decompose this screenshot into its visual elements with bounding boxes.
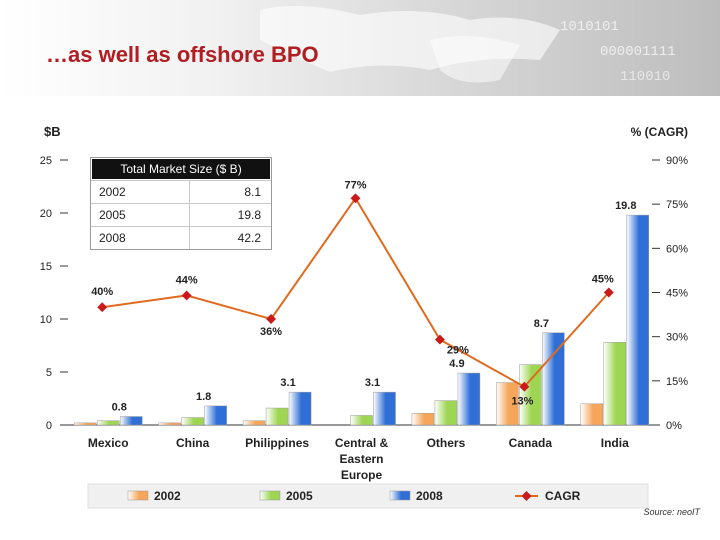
category-label: India bbox=[601, 436, 629, 450]
y2-tick-label: 75% bbox=[666, 199, 688, 211]
y-axis-title: $B bbox=[44, 124, 61, 139]
source-note: Source: neoIT bbox=[643, 507, 700, 517]
bar-2002 bbox=[242, 420, 266, 426]
svg-text:000001111: 000001111 bbox=[600, 44, 676, 60]
cagr-label: 36% bbox=[260, 326, 282, 338]
legend-swatch-2002 bbox=[127, 490, 149, 501]
bar-value-label: 0.8 bbox=[112, 402, 127, 414]
bar-value-label: 8.7 bbox=[534, 318, 549, 330]
legend-label: CAGR bbox=[545, 489, 581, 503]
category-label: Europe bbox=[341, 468, 383, 482]
svg-text:1010101: 1010101 bbox=[560, 19, 619, 35]
y2-tick-label: 60% bbox=[666, 243, 688, 255]
bar-value-label: 3.1 bbox=[365, 377, 380, 389]
bar-value-label: 19.8 bbox=[615, 200, 636, 212]
header-banner: 1010101 000001111 110010 bbox=[0, 0, 720, 96]
bar-2005 bbox=[519, 364, 542, 426]
table-cell-year: 2005 bbox=[91, 204, 190, 226]
cagr-point bbox=[519, 381, 530, 392]
chart: $B % (CAGR) 0 5 10 15 20 25 0% 15% 30% 45% 60% 75% 90%… bbox=[40, 124, 688, 509]
y-tick-label: 20 bbox=[40, 208, 52, 220]
bar-2002 bbox=[496, 382, 519, 426]
bar-2005 bbox=[350, 415, 373, 426]
cagr-label: 77% bbox=[344, 179, 366, 191]
bar-2008 bbox=[373, 391, 396, 426]
y2-tick-label: 90% bbox=[666, 155, 688, 167]
bar-2002 bbox=[411, 413, 435, 426]
page-title: …as well as offshore BPO bbox=[46, 42, 319, 67]
table-row: 2002 8.1 bbox=[91, 180, 271, 203]
svg-text:110010: 110010 bbox=[620, 69, 670, 85]
table-cell-year: 2002 bbox=[91, 181, 190, 203]
y-tick-label: 5 bbox=[46, 367, 52, 379]
bar-2008 bbox=[119, 416, 143, 426]
bar-2008 bbox=[288, 391, 312, 426]
table-cell-value: 19.8 bbox=[237, 208, 261, 222]
category-label: Others bbox=[427, 436, 466, 450]
legend-swatch-2008 bbox=[389, 490, 411, 501]
legend-label: 2008 bbox=[416, 489, 443, 503]
bar-value-label: 4.9 bbox=[449, 358, 464, 370]
bar-2008 bbox=[204, 405, 227, 426]
bar-value-label: 3.1 bbox=[280, 377, 295, 389]
cagr-point bbox=[97, 302, 108, 313]
cagr-point bbox=[603, 287, 614, 298]
legend-label: 2005 bbox=[286, 489, 313, 503]
bar-2005 bbox=[181, 417, 204, 426]
y-tick-label: 10 bbox=[40, 314, 52, 326]
legend-label: 2002 bbox=[154, 489, 181, 503]
category-label: Mexico bbox=[88, 436, 129, 450]
cagr-label: 44% bbox=[176, 274, 198, 286]
category-label: Canada bbox=[509, 436, 553, 450]
bar-2002 bbox=[580, 403, 604, 426]
y2-tick-label: 30% bbox=[666, 332, 688, 344]
table-cell-year: 2008 bbox=[91, 227, 190, 249]
y2-tick-label: 45% bbox=[666, 288, 688, 300]
cagr-label: 40% bbox=[91, 286, 113, 298]
market-size-table: Total Market Size ($ B) 2002 8.1 2005 19… bbox=[90, 157, 272, 250]
bar-2002 bbox=[158, 422, 181, 426]
bar-2005 bbox=[434, 400, 458, 426]
table-cell-value: 42.2 bbox=[237, 231, 261, 245]
cagr-label: 13% bbox=[511, 396, 533, 408]
cagr-point bbox=[266, 314, 277, 324]
cagr-point bbox=[350, 193, 361, 204]
category-label: China bbox=[176, 436, 210, 450]
bar-2008 bbox=[457, 372, 481, 426]
y2-tick-label: 15% bbox=[666, 376, 688, 388]
bar-2005 bbox=[603, 342, 627, 426]
y2-axis-title: % (CAGR) bbox=[631, 125, 688, 139]
y-tick-label: 25 bbox=[40, 155, 52, 167]
legend-marker-cagr bbox=[521, 491, 532, 501]
cagr-point bbox=[181, 290, 192, 301]
table-row: 2008 42.2 bbox=[91, 226, 271, 249]
category-label: Philippines bbox=[245, 436, 309, 450]
y2-tick-label: 0% bbox=[666, 420, 682, 432]
bar-2008 bbox=[626, 214, 650, 426]
category-label: Eastern bbox=[339, 452, 383, 466]
table-header: Total Market Size ($ B) bbox=[92, 159, 270, 179]
bar-2008 bbox=[542, 332, 565, 426]
bar-2005 bbox=[96, 420, 120, 426]
cagr-label: 45% bbox=[592, 274, 614, 286]
y-tick-label: 15 bbox=[40, 261, 52, 273]
legend-box bbox=[87, 483, 649, 509]
bar-2005 bbox=[265, 407, 289, 426]
y-tick-label: 0 bbox=[46, 420, 52, 432]
table-cell-value: 8.1 bbox=[244, 185, 261, 199]
table-row: 2005 19.8 bbox=[91, 203, 271, 226]
cagr-point bbox=[434, 334, 445, 345]
legend-swatch-2005 bbox=[259, 490, 281, 501]
cagr-label: 29% bbox=[447, 345, 469, 357]
bar-2002 bbox=[73, 422, 97, 426]
category-label: Central & bbox=[335, 436, 389, 450]
world-map-graphic: 1010101 000001111 110010 bbox=[260, 6, 676, 85]
bar-value-label: 1.8 bbox=[196, 391, 211, 403]
